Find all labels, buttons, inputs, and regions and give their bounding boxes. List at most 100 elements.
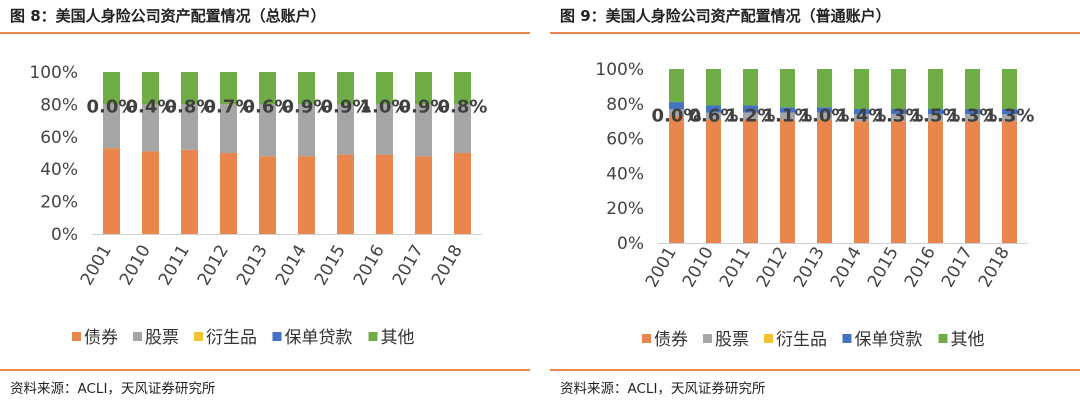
y-tick-label: 60%: [40, 128, 78, 148]
y-tick-label: 60%: [606, 130, 644, 150]
x-tick-label: 2016: [350, 242, 389, 289]
source-note: 资料来源：ACLI，天风证券研究所: [560, 381, 766, 397]
legend-swatch: [133, 332, 142, 341]
data-label: 0.9%: [399, 96, 449, 117]
bar-segment-2011-债券: [181, 149, 198, 234]
title-divider: [0, 32, 530, 34]
bar-segment-2010-其他: [142, 72, 159, 105]
bar-segment-2012-保单贷款: [780, 107, 795, 113]
bar-segment-2014-股票: [298, 104, 315, 157]
figure-title: 图 8：美国人身险公司资产配置情况（总账户）: [10, 7, 326, 25]
x-tick-label: 2010: [116, 242, 155, 289]
bar-segment-2012-债券: [780, 119, 795, 243]
x-tick-label: 2018: [975, 244, 1014, 291]
bar-segment-2011-其他: [743, 69, 758, 106]
legend-label: 其他: [951, 330, 985, 350]
bar-segment-2013-其他: [259, 72, 276, 105]
x-tick-label: 2001: [77, 242, 116, 289]
legend-label: 债券: [84, 328, 118, 348]
bar-segment-2010-债券: [706, 119, 721, 243]
y-tick-label: 20%: [40, 193, 78, 213]
bar-segment-2012-其他: [780, 69, 795, 108]
data-label: 0.6%: [689, 105, 739, 126]
bar-segment-2015-股票: [891, 114, 906, 122]
bar-segment-2001-债券: [669, 116, 684, 243]
bar-segment-2014-其他: [854, 69, 869, 109]
bar-segment-2016-其他: [376, 72, 393, 105]
bar-segment-2013-债券: [817, 119, 832, 243]
bar-segment-2016-债券: [928, 121, 943, 243]
bar-segment-2010-债券: [142, 151, 159, 234]
data-label: 1.3%: [874, 105, 924, 126]
bar-segment-2012-债券: [220, 153, 237, 234]
data-label: 0.6%: [243, 96, 293, 117]
bar-segment-2015-保单贷款: [891, 109, 906, 115]
legend-swatch: [194, 332, 203, 341]
bar-segment-2001-其他: [669, 69, 684, 103]
x-tick-label: 2012: [753, 244, 792, 291]
legend-swatch: [642, 334, 651, 343]
bar-segment-2018-其他: [1002, 69, 1017, 109]
bar-segment-2015-股票: [337, 104, 354, 155]
bar-segment-2015-债券: [337, 154, 354, 234]
x-tick-label: 2013: [233, 242, 272, 289]
bar-segment-2018-债券: [1002, 121, 1017, 243]
y-tick-label: 80%: [606, 95, 644, 115]
bar-segment-2014-债券: [298, 156, 315, 234]
bar-segment-2018-其他: [454, 72, 471, 105]
legend-swatch: [272, 332, 282, 341]
x-tick-label: 2014: [272, 242, 311, 289]
source-divider: [550, 369, 1080, 371]
bar-segment-2010-股票: [142, 104, 159, 152]
bar-segment-2018-保单贷款: [1002, 109, 1017, 115]
x-tick-label: 2014: [827, 244, 866, 291]
x-tick-label: 2010: [679, 244, 718, 291]
bar-segment-2013-保单贷款: [817, 107, 832, 113]
legend-swatch: [842, 334, 852, 343]
data-label: 0.9%: [282, 96, 332, 117]
y-tick-label: 40%: [606, 164, 644, 184]
bar-segment-2017-债券: [415, 156, 432, 234]
source-note: 资料来源：ACLI，天风证券研究所: [10, 381, 216, 397]
legend-label: 保单贷款: [855, 330, 923, 350]
title-divider: [550, 32, 1080, 34]
source-divider: [0, 369, 530, 371]
chart-panel-asset-allocation-ordinary-account: 图 9：美国人身险公司资产配置情况（普通账户） 0% 20% 40% 60% 80% 10…: [550, 0, 1080, 403]
bar-segment-2013-其他: [817, 69, 832, 108]
y-tick-label: 20%: [606, 199, 644, 219]
chart-panel-asset-allocation-general-account: 图 8：美国人身险公司资产配置情况（总账户） 0% 20% 40% 60% 80% 100…: [0, 0, 530, 403]
data-label: 0.8%: [165, 96, 215, 117]
bar-segment-2013-股票: [259, 104, 276, 157]
bar-segment-2018-股票: [1002, 114, 1017, 122]
bar-segment-2012-股票: [220, 104, 237, 153]
figure-title: 图 9：美国人身险公司资产配置情况（普通账户）: [560, 7, 891, 25]
bar-segment-2015-其他: [891, 69, 906, 109]
legend-swatch: [938, 334, 948, 343]
bar-segment-2015-债券: [891, 121, 906, 243]
bar-segment-2017-保单贷款: [965, 109, 980, 115]
legend-label: 股票: [715, 330, 749, 350]
x-tick-label: 2013: [790, 244, 829, 291]
x-tick-label: 2015: [311, 242, 350, 289]
legend-label: 其他: [381, 328, 415, 348]
bar-segment-2011-股票: [743, 112, 758, 120]
bar-segment-2014-股票: [854, 114, 869, 122]
bar-segment-2010-其他: [706, 69, 721, 106]
legend-swatch: [764, 334, 773, 343]
bar-segment-2016-股票: [928, 114, 943, 122]
y-tick-label: 100%: [29, 63, 78, 83]
data-label: 0.0%: [87, 96, 137, 117]
data-label: 1.0%: [360, 96, 410, 117]
bar-segment-2018-债券: [454, 153, 471, 234]
data-label: 1.3%: [948, 105, 998, 126]
legend-swatch: [703, 334, 712, 343]
legend-label: 衍生品: [206, 328, 257, 348]
x-tick-label: 2011: [155, 242, 194, 289]
y-tick-label: 80%: [40, 95, 78, 115]
bar-segment-2001-债券: [103, 148, 120, 234]
data-label: 0.7%: [204, 96, 254, 117]
bar-segment-2017-其他: [965, 69, 980, 109]
bar-segment-2017-股票: [415, 104, 432, 157]
bar-segment-2001-其他: [103, 72, 120, 105]
data-label: 1.3%: [985, 105, 1035, 126]
